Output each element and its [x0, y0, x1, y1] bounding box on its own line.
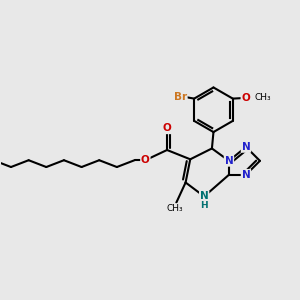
Text: N: N [242, 142, 250, 152]
Text: Br: Br [174, 92, 187, 102]
Text: N: N [242, 170, 250, 180]
Text: CH₃: CH₃ [254, 93, 271, 102]
Text: H: H [200, 201, 208, 210]
Text: O: O [141, 155, 150, 165]
Text: O: O [242, 93, 250, 103]
Text: N: N [225, 156, 233, 166]
Text: O: O [163, 123, 171, 133]
Text: CH₃: CH₃ [167, 204, 183, 213]
Text: N: N [200, 191, 208, 201]
